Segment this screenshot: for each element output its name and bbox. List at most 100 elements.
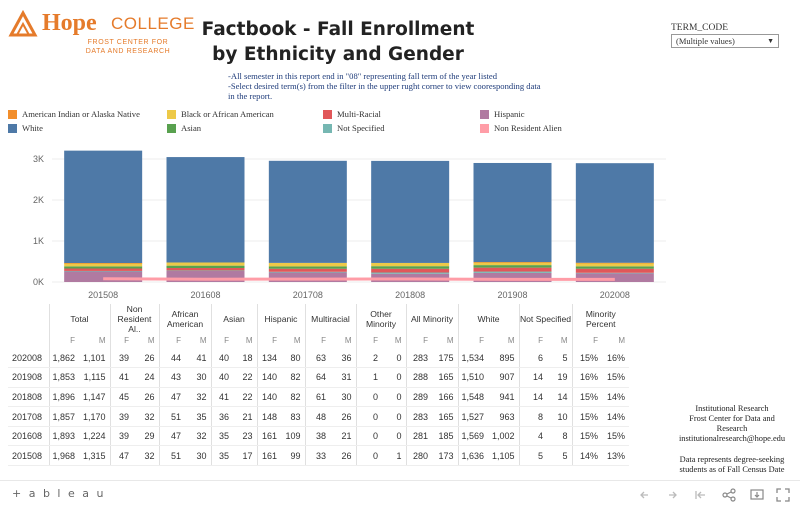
table-row: 201708 1,857 1,170 39 32 51 35 36 21 148 83 48 26 0 0 2… [8, 406, 629, 427]
bar-segment [64, 266, 143, 269]
column-header[interactable]: Total [48, 304, 110, 334]
table-row: 201508 1,968 1,315 47 32 51 30 35 17 161 99 33 26 0 1 2… [8, 445, 629, 467]
redo-icon[interactable] [664, 486, 682, 504]
legend-item[interactable]: American Indian or Alaska Native [8, 108, 140, 120]
column-header-text: Percent [585, 319, 616, 329]
column-header[interactable]: African American [158, 304, 211, 334]
table-cell: 161 [256, 426, 281, 447]
download-icon[interactable] [748, 486, 766, 504]
legend-item[interactable]: Multi-Racial [323, 108, 381, 120]
bar-segment [371, 268, 450, 273]
fullscreen-icon[interactable] [774, 486, 792, 504]
table-cell: 39 [109, 348, 133, 369]
tableau-logo[interactable]: + a b l e a u [12, 487, 106, 500]
table-cell: 30 [185, 367, 211, 388]
table-cell: 18 [233, 348, 257, 369]
table-row: 202008 1,862 1,101 39 26 44 41 40 18 134 80 63 36 2 0 2… [8, 348, 629, 369]
gender-subheader: M [394, 336, 402, 345]
bar-segment [473, 265, 552, 268]
bar-segment [575, 262, 654, 264]
table-cell: 26 [133, 348, 159, 369]
contact-line-2: Frost Center for Data and [689, 414, 775, 423]
table-cell: 4 [518, 426, 547, 447]
column-header[interactable]: Multiracial [304, 304, 356, 334]
legend-label: White [22, 123, 43, 133]
legend-swatch [323, 123, 332, 133]
bar-segment [64, 263, 143, 264]
legend-item[interactable]: Non Resident Alien [480, 122, 562, 134]
column-header[interactable]: Minority Percent [571, 304, 629, 334]
bar-segment [575, 268, 654, 273]
table-cell: 1,893 [48, 426, 79, 447]
enrollment-stacked-bar-chart: 0K 1K 2K 3K 201508 201608 201708 201808 201908 20… [33, 150, 666, 300]
table-cell: 45 [109, 387, 133, 408]
contact-email[interactable]: institutionalresearch@hope.edu [678, 434, 786, 443]
enrollment-table: Total Non Resident Al.. African American Asia… [8, 304, 629, 467]
column-header-text: Total [70, 314, 89, 324]
row-term: 201508 [8, 445, 49, 467]
table-cell: 80 [281, 348, 305, 369]
bar-segment [268, 266, 347, 269]
column-header[interactable]: All Minority [405, 304, 458, 334]
column-header[interactable]: Non Resident Al.. [109, 304, 159, 334]
legend-label: Hispanic [494, 109, 525, 119]
table-cell: 283 [405, 348, 432, 369]
note-line-1: -All semester in this report end in "08"… [228, 71, 498, 81]
legend-item[interactable]: Asian [167, 122, 201, 134]
table-cell: 32 [133, 445, 159, 467]
logo-college: COLLEGE [111, 14, 195, 33]
bar-segment [473, 272, 552, 282]
revert-icon[interactable] [692, 486, 710, 504]
table-cell: 140 [256, 367, 281, 388]
column-header[interactable]: Other Minority [355, 304, 406, 334]
column-header[interactable]: Asian [210, 304, 257, 334]
table-cell: 15% [571, 406, 602, 427]
table-cell: 35 [210, 426, 233, 447]
table-cell: 185 [432, 426, 458, 447]
legend-item[interactable]: White [8, 122, 43, 134]
gender-subheader: F [304, 334, 330, 348]
bar-segment [575, 272, 654, 274]
title-line-2: by Ethnicity and Gender [212, 44, 464, 65]
table-cell: 44 [158, 348, 185, 369]
column-header[interactable]: Not Specified [518, 304, 572, 334]
x-tick-label: 201508 [88, 290, 118, 300]
table-cell: 166 [432, 387, 458, 408]
bar-segment [268, 262, 347, 267]
legend-swatch [480, 123, 489, 133]
table-cell: 175 [432, 348, 458, 369]
x-tick-label: 201908 [497, 290, 527, 300]
column-header[interactable]: White [457, 304, 519, 334]
table-cell: 29 [133, 426, 159, 447]
column-header[interactable]: Hispanic [256, 304, 305, 334]
bar-segment [473, 162, 552, 263]
table-cell: 1,170 [79, 406, 110, 427]
bar-segment [268, 271, 347, 273]
table-cell: 1,105 [488, 445, 519, 467]
table-cell: 1,115 [79, 367, 110, 388]
bar-segment [371, 266, 450, 269]
table-cell: 1,534 [457, 348, 488, 369]
undo-icon[interactable] [636, 486, 654, 504]
table-cell: 47 [158, 387, 185, 408]
table-cell: 963 [488, 406, 519, 427]
table-cell: 5 [518, 445, 547, 467]
share-icon[interactable] [720, 486, 738, 504]
table-header-row: Total Non Resident Al.. African American Asia… [8, 304, 629, 334]
bar-segment [371, 272, 450, 274]
table-cell: 1,510 [457, 367, 488, 388]
term-code-filter-dropdown[interactable]: (Multiple values) ▼ [671, 34, 779, 48]
row-term: 201708 [8, 406, 49, 427]
bar-segment [371, 160, 450, 263]
legend-item[interactable]: Not Specified [323, 122, 385, 134]
table-cell: 26 [330, 445, 356, 467]
bar-segment [268, 268, 347, 272]
legend-item[interactable]: Black or African American [167, 108, 274, 120]
contact-line-1: Institutional Research [695, 404, 769, 413]
table-cell: 64 [304, 367, 330, 388]
bar-segment [473, 271, 552, 273]
x-tick-label: 202008 [600, 290, 630, 300]
table-cell: 51 [158, 445, 185, 467]
legend-item[interactable]: Hispanic [480, 108, 525, 120]
